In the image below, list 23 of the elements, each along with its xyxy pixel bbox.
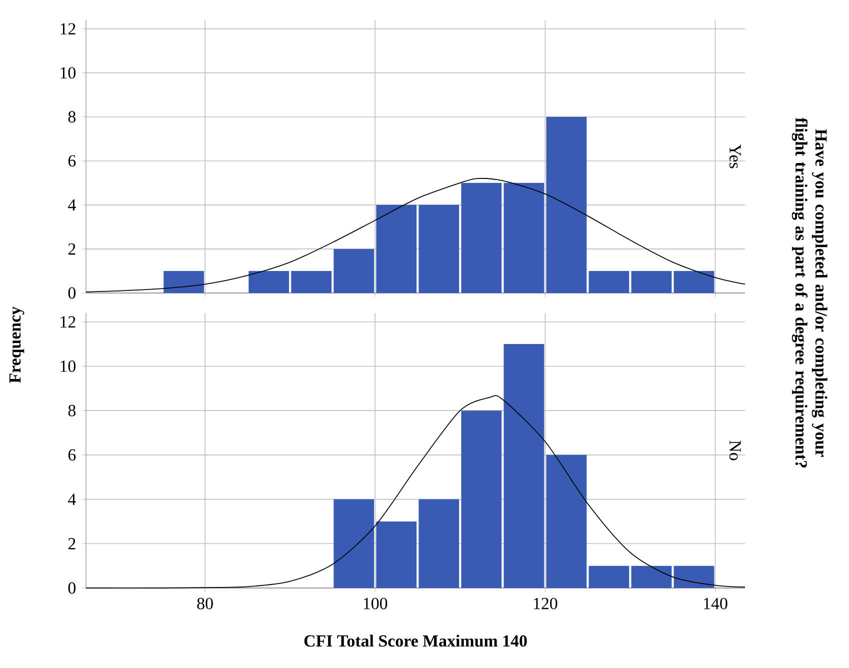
y-tick-label: 10 [60, 67, 76, 79]
y-tick-label: 0 [68, 582, 76, 594]
y-tick-label: 8 [68, 111, 76, 123]
x-tick-label: 80 [197, 598, 213, 610]
y-tick-label: 12 [60, 23, 76, 34]
y-tick-label: 2 [68, 538, 76, 550]
y-axis-title: Frequency [9, 306, 24, 383]
y-tick-label: 10 [60, 360, 76, 372]
y-tick-label: 0 [68, 287, 76, 299]
y-tick-label: 6 [68, 155, 76, 167]
x-tick-label: 140 [704, 598, 728, 610]
y-tick-label: 4 [68, 494, 76, 505]
x-tick-label: 100 [364, 598, 388, 610]
y-tick-label: 8 [68, 404, 76, 416]
x-axis-title: CFI Total Score Maximum 140 [304, 634, 527, 647]
text: No [729, 440, 741, 460]
x-tick-label: 120 [534, 598, 558, 610]
y-tick-label: 2 [68, 243, 76, 255]
y-tick-label: 6 [68, 449, 76, 461]
y-tick-label: 12 [60, 316, 76, 328]
y-tick-label: 4 [68, 199, 76, 211]
text: Yes [729, 144, 741, 168]
y2-axis-title: Have you completed and/or completing your flight training as part of a degree requirement? [792, 118, 828, 468]
